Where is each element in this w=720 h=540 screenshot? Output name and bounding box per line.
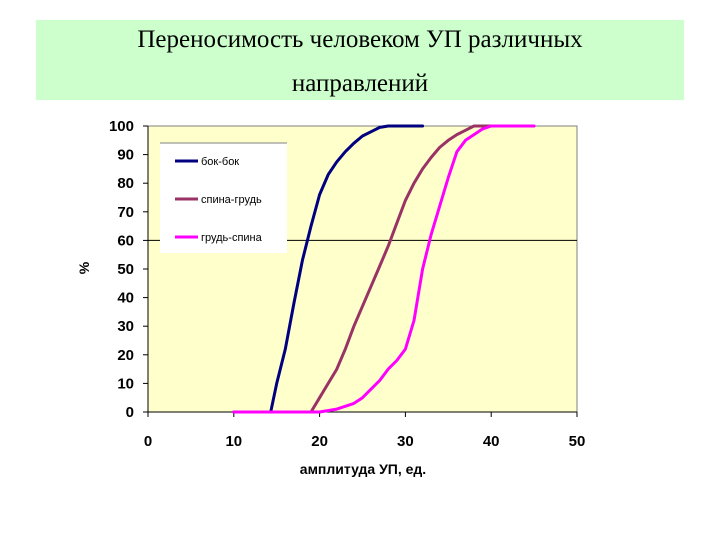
y-tick-label: 30 [117, 318, 134, 335]
y-tick-label: 70 [117, 204, 134, 221]
chart-title-line-1: Переносимость человеком УП различных [137, 26, 583, 53]
x-axis-title: амплитуда УП, ед. [300, 461, 426, 477]
series-line-1 [232, 124, 425, 414]
y-tick-label: 10 [117, 375, 134, 392]
y-tick-label: 90 [117, 147, 134, 164]
y-tick-label: 60 [117, 232, 134, 249]
x-tick-label: 30 [397, 433, 414, 450]
x-tick-label: 50 [569, 433, 586, 450]
x-tick-label: 40 [483, 433, 500, 450]
x-tick-label: 10 [225, 433, 242, 450]
y-tick-label: 80 [117, 175, 134, 192]
y-tick-label: 40 [117, 290, 134, 307]
x-tick-label: 20 [311, 433, 328, 450]
y-tick-label: 0 [126, 404, 134, 421]
x-tick-label: 0 [144, 433, 152, 450]
y-axis-title: % [76, 261, 92, 274]
chart-title-line-2: направлений [291, 70, 429, 97]
legend-label-1: бок-бок [201, 156, 239, 168]
legend-label-2: спина-грудь [201, 194, 262, 206]
y-tick-label: 50 [117, 261, 134, 278]
y-tick-label: 100 [109, 118, 134, 135]
title-banner: Переносимость человеком УП различных нап… [36, 20, 684, 100]
series-line-3 [232, 124, 536, 414]
series-line-2 [266, 124, 502, 414]
legend-label-3: грудь-спина [201, 232, 263, 244]
y-tick-label: 20 [117, 347, 134, 364]
